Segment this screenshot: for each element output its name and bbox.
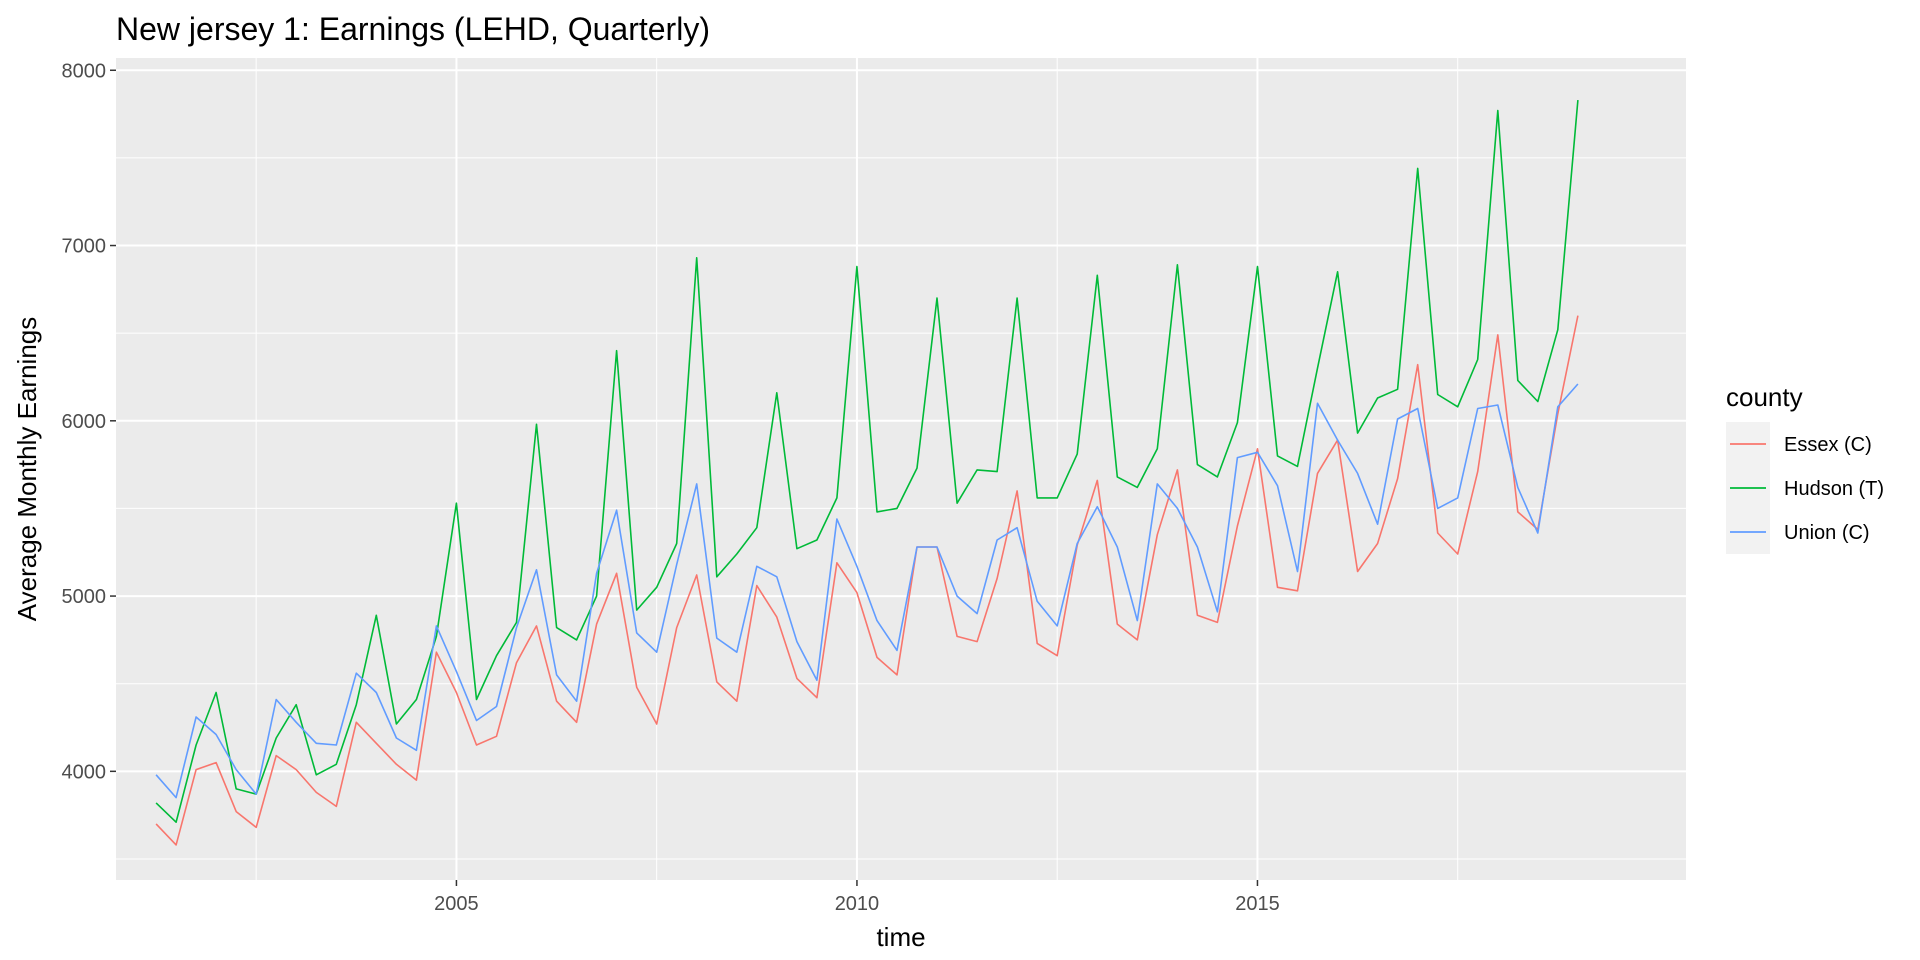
x-axis: 2005 2010 2015 [434, 880, 1280, 915]
y-tick-label: 8000 [62, 60, 107, 82]
y-tick-label: 7000 [62, 236, 107, 258]
legend: county Essex (C) Hudson (T) Union (C) [1726, 382, 1884, 554]
legend-label-union-c: Union (C) [1784, 522, 1870, 544]
x-axis-title: time [876, 922, 925, 952]
y-tick-label: 4000 [62, 761, 107, 783]
chart-title: New jersey 1: Earnings (LEHD, Quarterly) [116, 11, 710, 47]
series-lines [155, 100, 1579, 846]
legend-label-hudson-t: Hudson (T) [1784, 478, 1884, 500]
x-tick-label: 2015 [1235, 893, 1280, 915]
y-tick-label: 5000 [62, 586, 107, 608]
legend-items: Essex (C) Hudson (T) Union (C) [1726, 422, 1884, 554]
legend-title: county [1726, 382, 1803, 412]
series-line-hudson-t [155, 100, 1579, 824]
minor-gridlines [116, 58, 1686, 880]
x-tick-label: 2010 [835, 893, 880, 915]
series-line-essex-c [155, 315, 1579, 846]
x-tick-label: 2005 [434, 893, 479, 915]
plot-panel [116, 58, 1686, 880]
y-tick-label: 6000 [62, 411, 107, 433]
legend-label-essex-c: Essex (C) [1784, 434, 1872, 456]
series-line-union-c [155, 383, 1579, 799]
y-axis: 4000 5000 6000 7000 8000 [62, 60, 116, 783]
y-axis-title: Average Monthly Earnings [12, 317, 42, 621]
